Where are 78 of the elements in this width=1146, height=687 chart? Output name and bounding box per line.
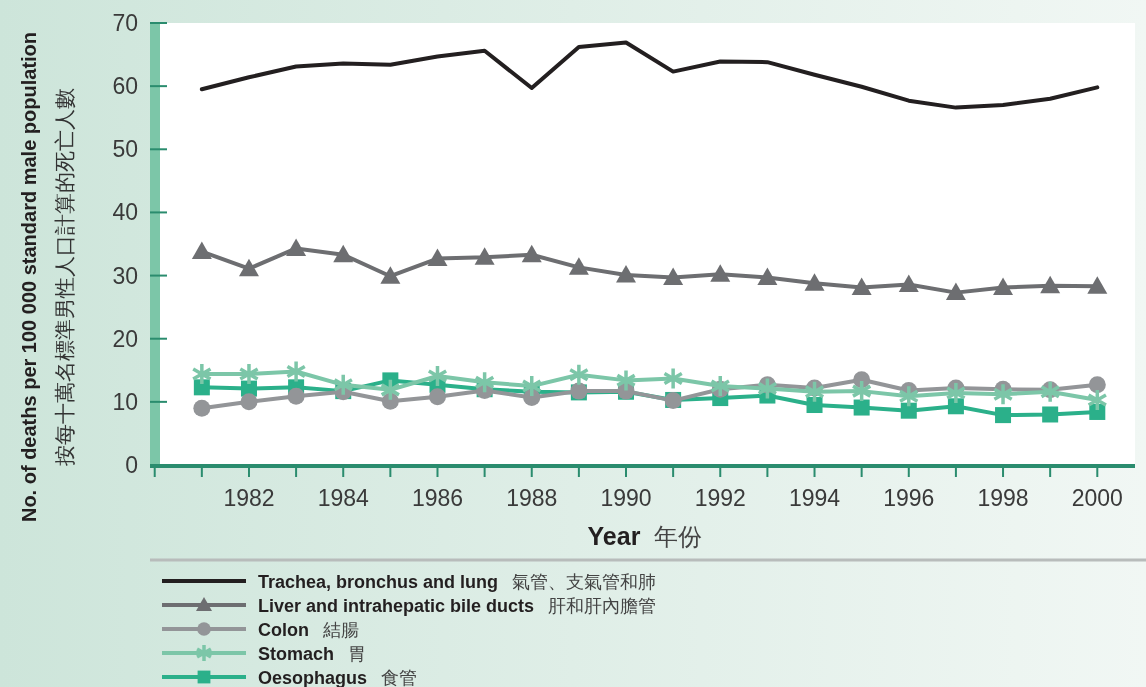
point: [900, 402, 917, 419]
point: [709, 374, 731, 398]
point: [616, 264, 636, 283]
point: [287, 387, 305, 405]
x-tick-label: 1988: [506, 485, 558, 511]
y-tick-label: 40: [112, 199, 138, 226]
y-tick-label: 70: [112, 10, 138, 36]
point: [568, 362, 590, 387]
point: [240, 393, 258, 411]
point: [427, 364, 448, 388]
x-tick-label: 1982: [223, 485, 275, 511]
point: [615, 368, 637, 393]
y-tick-label: 60: [112, 73, 138, 100]
point: [285, 359, 307, 384]
point: [1086, 388, 1108, 412]
y-tick-label: 10: [112, 388, 138, 415]
point: [662, 366, 684, 391]
point: [995, 407, 1012, 424]
point: [193, 379, 210, 396]
point: [427, 248, 448, 267]
point: [521, 244, 542, 263]
point: [568, 257, 589, 275]
point: [898, 274, 919, 292]
point: [474, 370, 496, 395]
point: [851, 379, 873, 403]
x-tick-label: 1994: [788, 485, 841, 511]
point: [945, 282, 966, 301]
point: [1088, 376, 1106, 394]
x-tick-label: 1992: [694, 485, 746, 511]
x-tick-label: 1990: [600, 485, 652, 511]
legend-label: Liver and intrahepatic bile ducts 肝和肝內膽管: [258, 596, 657, 616]
point: [947, 398, 964, 415]
y-tick-label: 30: [112, 262, 138, 289]
legend-label: Stomach 胃: [258, 644, 367, 664]
point: [191, 241, 212, 260]
point: [1040, 275, 1061, 294]
point: [710, 264, 731, 282]
point: [804, 273, 825, 291]
point: [804, 380, 825, 404]
point: [1042, 406, 1059, 423]
x-tick-label: 2000: [1071, 485, 1123, 511]
x-tick-label: 1984: [317, 485, 370, 511]
point: [474, 247, 495, 265]
legend-label: Colon 結腸: [258, 620, 359, 640]
y-tick-label: 0: [125, 452, 138, 478]
point: [1087, 276, 1108, 294]
point: [521, 374, 543, 398]
point: [428, 388, 446, 406]
x-tick-label: 1998: [977, 485, 1029, 511]
x-tick-label: 1986: [411, 485, 464, 511]
point: [756, 376, 778, 401]
point: [992, 382, 1014, 407]
point: [286, 238, 307, 256]
point: [993, 277, 1014, 296]
point: [238, 362, 260, 386]
point: [945, 381, 967, 405]
point: [333, 244, 354, 263]
point: [806, 397, 823, 414]
point: [379, 378, 401, 402]
legend-label: Oesophagus 食管: [258, 668, 418, 687]
point: [898, 384, 920, 408]
point: [332, 373, 354, 397]
x-axis-title: Year 年份: [587, 522, 703, 550]
point: [193, 399, 211, 417]
point: [757, 267, 778, 285]
point: [663, 267, 684, 285]
point: [191, 362, 213, 386]
y-axis-title: No. of deaths per 100 000 standard male population 按每十萬名標準男性人口計算的死亡人數: [18, 31, 76, 523]
point: [238, 258, 259, 277]
legend-label: Trachea, bronchus and lung 氣管、支氣管和肺: [258, 572, 657, 592]
line-series: [199, 40, 1100, 110]
point: [853, 399, 870, 416]
y-tick-label: 50: [112, 136, 138, 163]
point: [1039, 380, 1061, 404]
x-tick-label: 1996: [883, 485, 935, 511]
point: [380, 266, 401, 284]
y-tick-label: 20: [112, 325, 138, 352]
point: [851, 277, 872, 296]
